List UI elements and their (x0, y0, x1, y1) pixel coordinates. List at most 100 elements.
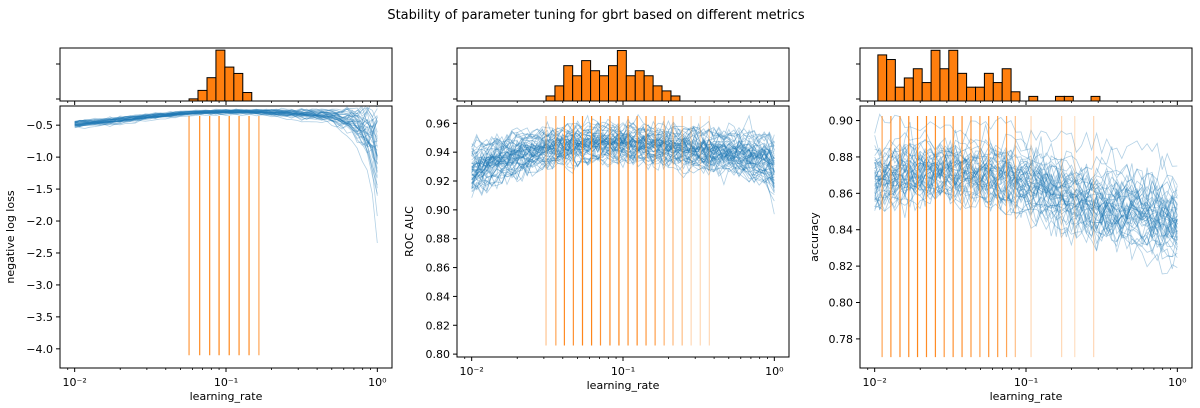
curve-line (874, 157, 1178, 226)
histogram-bar (616, 50, 627, 102)
curve-line (74, 112, 378, 179)
histogram-bar (975, 86, 985, 102)
curve-line (471, 134, 775, 181)
curve-line (471, 137, 775, 179)
curve-line (874, 157, 1178, 230)
curve-line (74, 110, 378, 136)
histogram-bar (197, 89, 208, 102)
y-tick-label: 0.84 (426, 290, 451, 303)
histogram-panel (856, 47, 1193, 105)
y-tick-label: 0.92 (426, 175, 451, 188)
y-tick-label: 0.80 (426, 348, 451, 361)
curve-line (74, 107, 378, 123)
curve-line (874, 153, 1178, 233)
y-axis-label: accuracy (808, 212, 821, 262)
plot-area (471, 113, 775, 346)
curve-line (471, 127, 775, 174)
curve-line (874, 147, 1178, 234)
curve-line (74, 106, 367, 123)
y-tick-label: −2.0 (26, 215, 53, 228)
curve-line (471, 129, 775, 172)
curve-line (74, 113, 378, 244)
curve-line (874, 164, 1178, 238)
x-tick-label: 10⁻² (460, 365, 484, 378)
curve-line (74, 110, 378, 160)
curve-line (874, 163, 1178, 229)
curve-line (874, 133, 1178, 195)
histogram-bar (643, 75, 654, 102)
panel-1: −0.5 −1.0 −1.5 −2.0 −2.5 −3.0 −3.5 −4.0 10⁻² 10⁻¹… (4, 47, 393, 403)
y-tick-label: 0.96 (426, 117, 451, 130)
curve-line (874, 163, 1178, 240)
curve-line (471, 143, 775, 185)
curve-line (874, 176, 1178, 258)
curve-line (471, 142, 775, 185)
curve-line (471, 145, 775, 202)
y-axis-label: ROC AUC (403, 206, 416, 257)
histogram-bar (912, 68, 923, 102)
x-tick-label: 10⁻² (63, 376, 87, 389)
y-tick-label: −2.5 (26, 247, 53, 260)
curve-line (74, 110, 378, 165)
curve-line (74, 106, 378, 128)
curve-line (471, 150, 775, 192)
y-tick-label: 0.84 (829, 224, 854, 237)
curve-line (471, 127, 775, 164)
y-tick-label: −0.5 (26, 119, 53, 132)
histogram-bar (1090, 95, 1101, 102)
y-tick-label: 0.90 (426, 204, 451, 217)
curve-line (471, 134, 775, 173)
curve-line (471, 128, 775, 169)
curve-line (471, 138, 775, 175)
curve-line (471, 133, 775, 175)
curve-line (874, 167, 1178, 247)
curve-line (874, 159, 1178, 233)
curve-line (74, 111, 378, 143)
curve-line (74, 111, 378, 156)
curve-line (74, 106, 378, 123)
histogram-bar (966, 86, 977, 102)
y-tick-label: 0.86 (426, 262, 451, 275)
curve-line (471, 146, 775, 198)
histogram-bar (948, 49, 959, 102)
curve-line (471, 135, 775, 171)
curve-line (874, 142, 1178, 207)
curve-line (874, 186, 1178, 275)
curve-line (471, 120, 775, 160)
histogram-bar (572, 75, 583, 102)
x-axis-label: learning_rate (990, 390, 1063, 403)
curve-line (471, 120, 775, 156)
curve-line (471, 129, 775, 172)
histogram-bar (894, 86, 905, 102)
main-panel: 0.80 0.82 0.84 0.86 0.88 0.90 0.92 0.94 0.96 10⁻²… (403, 105, 790, 392)
y-tick-label: 0.88 (426, 233, 451, 246)
curve-line (874, 144, 1178, 217)
histogram-bar (983, 72, 994, 102)
curve-line (471, 138, 775, 184)
curve-line (74, 110, 378, 138)
curve-line (471, 138, 775, 184)
curve-line (471, 142, 775, 191)
curve-line (74, 112, 378, 186)
x-tick-label: 10⁻¹ (1014, 376, 1038, 389)
curve-line (471, 147, 775, 195)
curve-line (74, 108, 378, 133)
x-axis-label: learning_rate (190, 390, 263, 403)
curve-line (874, 174, 1178, 262)
x-tick-label: 10⁻² (863, 376, 887, 389)
curve-line (874, 163, 1178, 236)
main-panel: −0.5 −1.0 −1.5 −2.0 −2.5 −3.0 −3.5 −4.0 10⁻² 10⁻¹… (4, 105, 393, 403)
curve-line (74, 111, 378, 157)
curve-line (874, 178, 1178, 261)
curve-line (471, 128, 775, 168)
histogram-bar (921, 82, 932, 102)
curve-line (471, 147, 775, 188)
curve-line (874, 163, 1178, 230)
curve-line (74, 111, 378, 164)
histogram-bar (1001, 68, 1012, 102)
curve-line (471, 136, 775, 188)
curve-line (471, 129, 775, 169)
y-tick-label: −4.0 (26, 343, 53, 356)
curve-line (74, 111, 378, 172)
curve-line (471, 119, 775, 154)
